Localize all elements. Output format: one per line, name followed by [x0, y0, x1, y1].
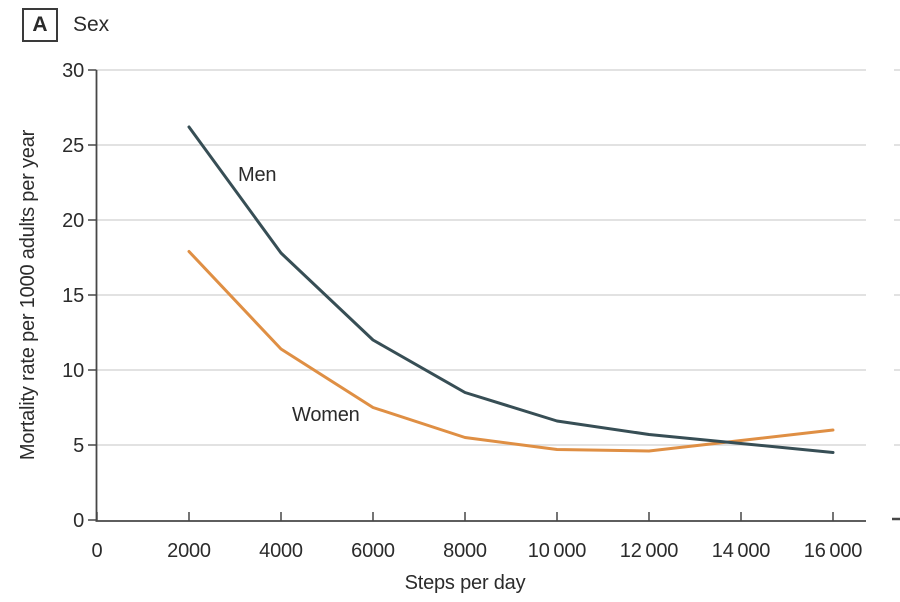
y-tick-label: 10 — [62, 360, 84, 382]
panel-letter-badge: A — [22, 8, 58, 42]
x-tick-label: 0 — [92, 540, 103, 562]
x-axis-title: Steps per day — [405, 572, 526, 594]
y-tick-label: 20 — [62, 210, 84, 232]
panel-header: A Sex — [22, 8, 109, 42]
women-series-label: Women — [292, 404, 360, 426]
x-tick-label: 8000 — [443, 540, 487, 562]
men-line — [187, 125, 835, 454]
x-tick-label: 6000 — [351, 540, 395, 562]
y-tick-label: 25 — [62, 135, 84, 157]
y-tick-label: 15 — [62, 285, 84, 307]
x-tick-label: 12 000 — [620, 540, 678, 562]
x-tick-label: 16 000 — [804, 540, 862, 562]
x-tick-label: 14 000 — [712, 540, 770, 562]
y-tick-label: 0 — [73, 510, 84, 532]
men-series-label: Men — [238, 164, 276, 186]
x-tick-label: 4000 — [259, 540, 303, 562]
y-tick-label: 5 — [73, 435, 84, 457]
women-line — [187, 250, 835, 453]
panel-title: Sex — [73, 13, 110, 36]
x-tick-label: 10 000 — [528, 540, 586, 562]
y-tick-label: 30 — [62, 60, 84, 82]
x-tick-label: 2000 — [167, 540, 211, 562]
y-axis-title: Mortality rate per 1000 adults per year — [17, 129, 39, 460]
